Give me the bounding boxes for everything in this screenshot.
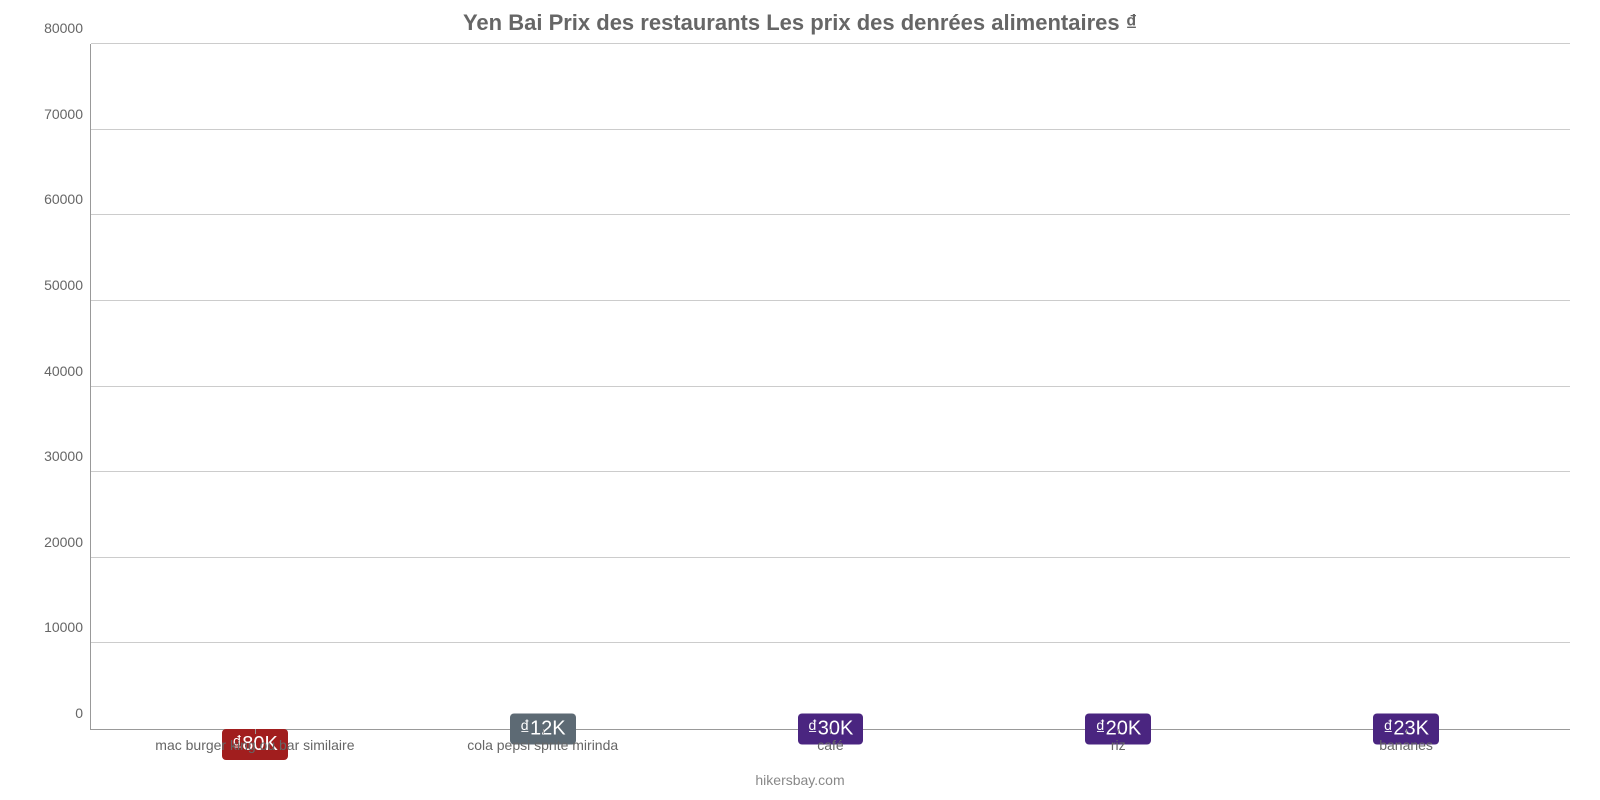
y-axis-label: 10000: [44, 619, 83, 635]
plot-area: ₫80Kmac burger king ou bar similaire₫12K…: [90, 44, 1570, 730]
y-axis-label: 50000: [44, 277, 83, 293]
gridline: [91, 43, 1570, 44]
x-tick: [1118, 729, 1119, 734]
y-axis-label: 70000: [44, 106, 83, 122]
y-axis-label: 20000: [44, 534, 83, 550]
y-axis-label: 40000: [44, 363, 83, 379]
x-axis-label: bananes: [1379, 737, 1433, 753]
gridline: [91, 300, 1570, 301]
x-tick: [255, 729, 256, 734]
x-axis-label: riz: [1111, 737, 1126, 753]
gridline: [91, 214, 1570, 215]
y-axis-label: 60000: [44, 191, 83, 207]
y-axis-label: 0: [75, 705, 83, 721]
y-axis-label: 80000: [44, 20, 83, 36]
gridline: [91, 557, 1570, 558]
x-tick: [830, 729, 831, 734]
x-tick: [1406, 729, 1407, 734]
gridline: [91, 386, 1570, 387]
chart-title: Yen Bai Prix des restaurants Les prix de…: [0, 10, 1600, 36]
x-axis-label: café: [817, 737, 843, 753]
credit-text: hikersbay.com: [0, 772, 1600, 788]
x-axis-label: cola pepsi sprite mirinda: [467, 737, 618, 753]
gridline: [91, 471, 1570, 472]
chart-container: Yen Bai Prix des restaurants Les prix de…: [0, 0, 1600, 800]
x-tick: [543, 729, 544, 734]
y-axis-label: 30000: [44, 448, 83, 464]
x-axis-label: mac burger king ou bar similaire: [155, 737, 354, 753]
gridline: [91, 642, 1570, 643]
bars-group: ₫80Kmac burger king ou bar similaire₫12K…: [91, 44, 1570, 729]
gridline: [91, 129, 1570, 130]
